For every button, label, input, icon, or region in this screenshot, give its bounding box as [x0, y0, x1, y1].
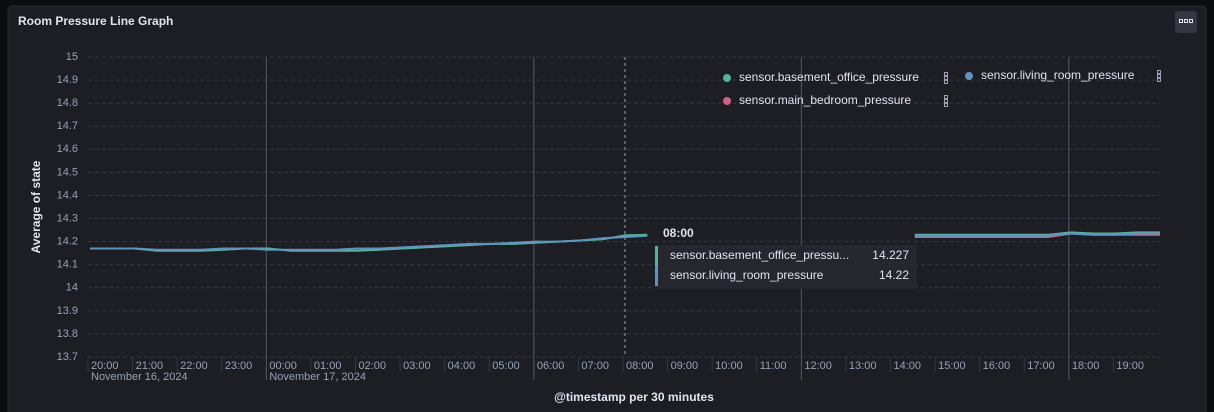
x-tick-label: 12:00 [804, 360, 832, 372]
y-tick-label: 13.9 [57, 305, 78, 317]
x-tick-label: 10:00 [715, 360, 743, 372]
y-tick-label: 14.5 [57, 166, 78, 178]
legend-action-icon [1157, 70, 1161, 74]
y-tick-label: 13.7 [57, 351, 78, 363]
x-tick-label: 00:00 [269, 360, 297, 372]
x-tick-label: 05:00 [492, 360, 520, 372]
series-line [90, 232, 1160, 251]
x-tick-label: 07:00 [581, 360, 609, 372]
x-tick-label: 13:00 [849, 360, 877, 372]
x-tick-label: 11:00 [760, 360, 787, 372]
y-tick-label: 15 [66, 51, 78, 63]
x-tick-label: 03:00 [403, 360, 431, 372]
options-icon [1179, 19, 1193, 23]
legend-action-icon [1157, 78, 1161, 82]
x-tick-label: 01:00 [314, 360, 342, 372]
y-tick-label: 14.1 [57, 259, 78, 271]
tooltip-box [655, 245, 917, 289]
x-tick-label: 02:00 [359, 360, 387, 372]
y-axis-label: Average of state [29, 160, 43, 253]
x-date-label: November 17, 2024 [269, 371, 366, 383]
legend-label: sensor.basement_office_pressure [739, 70, 919, 84]
y-tick-label: 14.3 [57, 212, 78, 224]
legend-action-icon [944, 99, 948, 103]
legend-action-icon [944, 80, 948, 84]
legend-marker [965, 72, 973, 80]
x-tick-label: 20:00 [91, 360, 119, 372]
x-date-label: November 16, 2024 [91, 371, 188, 383]
y-tick-label: 14.2 [57, 236, 78, 248]
legend-label: sensor.main_bedroom_pressure [739, 93, 911, 107]
chart-title: Room Pressure Line Graph [18, 14, 173, 28]
x-tick-label: 08:00 [626, 360, 654, 372]
x-tick-label: 04:00 [448, 360, 476, 372]
tooltip-value: 14.22 [879, 268, 909, 282]
legend-action-icon [944, 95, 948, 99]
y-tick-label: 14.9 [57, 74, 78, 86]
x-tick-label: 14:00 [894, 360, 922, 372]
tooltip-series-name: sensor.living_room_pressure [670, 268, 824, 282]
x-tick-label: 22:00 [180, 360, 208, 372]
x-tick-label: 18:00 [1072, 360, 1100, 372]
legend-marker [723, 97, 731, 105]
x-axis-label: @timestamp per 30 minutes [554, 390, 714, 404]
x-tick-label: 17:00 [1027, 360, 1055, 372]
tooltip-series-name: sensor.basement_office_pressu... [670, 248, 849, 262]
legend-action-icon [944, 103, 948, 107]
legend-label: sensor.living_room_pressure [981, 68, 1135, 82]
x-tick-label: 06:00 [537, 360, 565, 372]
tooltip-color-bar [655, 246, 658, 266]
y-tick-label: 14.6 [57, 143, 78, 155]
x-tick-label: 19:00 [1116, 360, 1144, 372]
x-tick-label: 15:00 [938, 360, 966, 372]
legend-action-icon [1157, 74, 1161, 78]
y-tick-label: 14.4 [57, 189, 78, 201]
legend-action-icon [944, 72, 948, 76]
tooltip-value: 14.227 [872, 248, 909, 262]
legend-marker [723, 74, 731, 82]
y-tick-label: 13.8 [57, 328, 78, 340]
x-tick-label: 09:00 [671, 360, 699, 372]
y-tick-label: 14 [66, 282, 78, 294]
tooltip-color-bar [655, 266, 658, 286]
y-tick-label: 14.7 [57, 120, 78, 132]
x-tick-label: 21:00 [136, 360, 164, 372]
x-tick-label: 23:00 [225, 360, 253, 372]
y-tick-label: 14.8 [57, 97, 78, 109]
legend-action-icon [944, 76, 948, 80]
tooltip-title: 08:00 [663, 226, 694, 240]
x-tick-label: 16:00 [983, 360, 1011, 372]
panel [7, 5, 1207, 412]
